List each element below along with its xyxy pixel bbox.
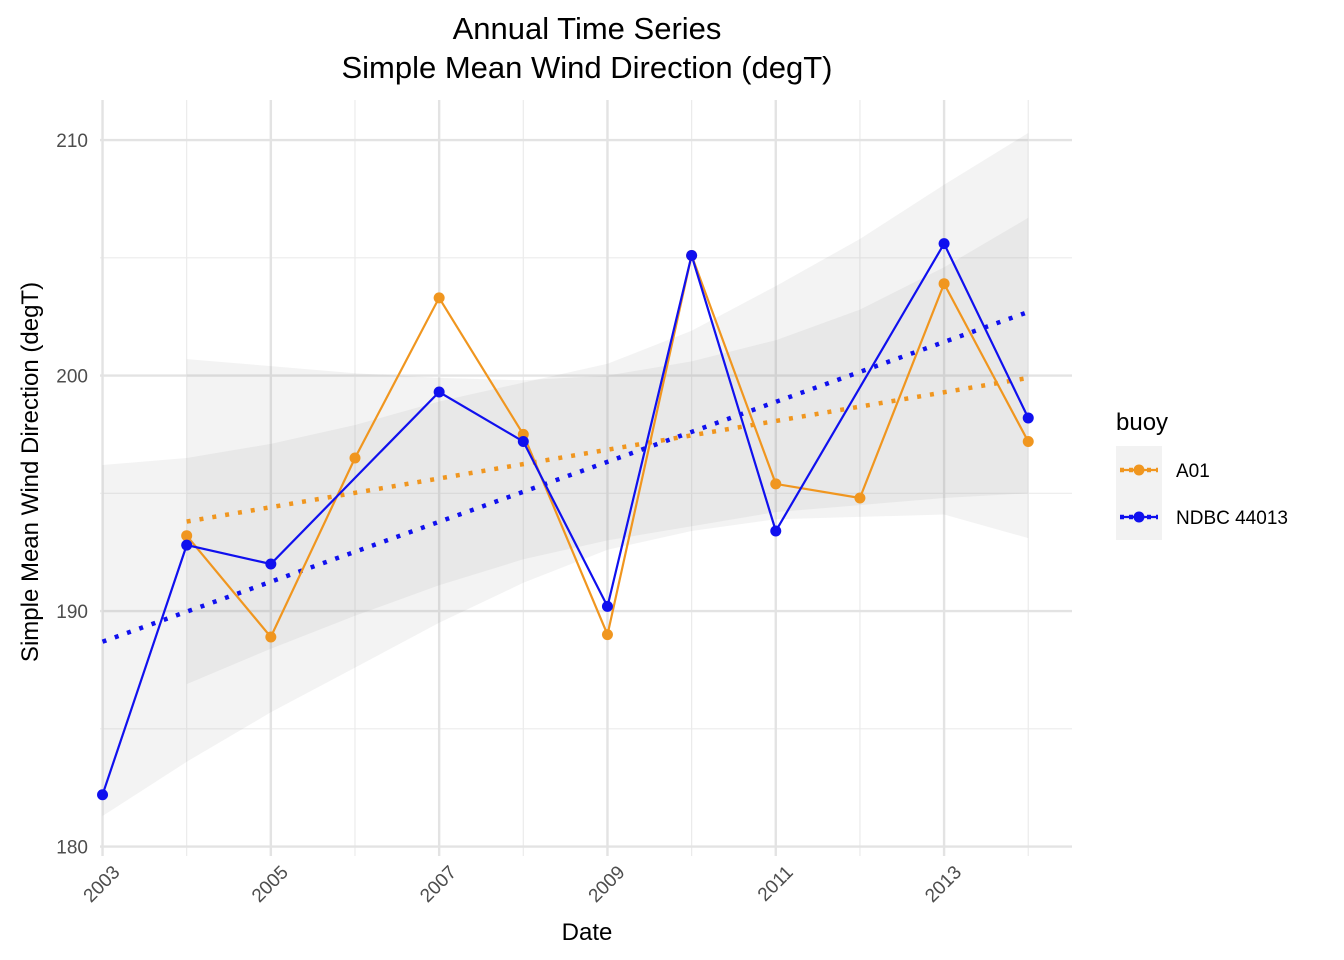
x-tick-label: 2013 [921,862,966,907]
data-point-1 [938,278,950,290]
data-point-1 [770,478,782,490]
confidence-ribbons [102,133,1029,816]
data-point-1 [1022,435,1034,447]
y-tick-label: 210 [56,131,88,152]
data-point-1 [349,452,361,464]
x-axis-tick-labels: 2003 2005 2007 2009 2011 2013 [80,862,966,907]
series-line-2 [101,241,1030,796]
data-point-1 [433,292,445,304]
legend-title: buoy [1116,409,1168,436]
legend-label: A01 [1176,461,1210,482]
major-gridlines [100,100,1072,856]
data-point-2 [686,249,698,261]
chart-title-line1: Annual Time Series [453,11,722,46]
y-axis-title: Simple Mean Wind Direction (degT) [17,282,44,662]
confidence-ribbon-2 [102,133,1029,816]
data-point-2 [770,525,782,537]
legend-key-point [1133,464,1145,476]
x-tick-label: 2007 [416,862,461,907]
data-point-1 [854,492,866,504]
legend-label: NDBC 44013 [1176,508,1288,529]
data-point-2 [517,435,529,447]
x-axis-title: Date [562,919,613,946]
data-points [97,238,1034,801]
y-tick-label: 200 [56,367,88,388]
y-axis-tick-labels: 180 190 200 210 [56,131,88,859]
x-tick-label: 2011 [754,862,798,906]
legend-key-background [1116,446,1162,540]
y-tick-label: 180 [56,838,88,859]
data-point-2 [97,789,109,801]
data-point-2 [433,386,445,398]
data-point-2 [265,558,277,570]
confidence-ribbon-1 [186,217,1029,685]
y-tick-label: 190 [56,602,88,623]
data-point-2 [1022,412,1034,424]
legend-key-point [1133,511,1145,523]
legend: buoy A01 NDBC 44013 [1116,409,1288,540]
data-point-2 [181,539,193,551]
data-point-1 [601,629,613,641]
data-point-2 [601,600,613,612]
x-tick-label: 2003 [80,862,125,907]
x-tick-label: 2009 [585,862,630,907]
x-tick-label: 2005 [248,862,293,907]
chart-title-line2: Simple Mean Wind Direction (degT) [341,50,832,85]
data-point-1 [181,530,193,542]
data-point-1 [265,631,277,643]
data-point-2 [938,238,950,250]
